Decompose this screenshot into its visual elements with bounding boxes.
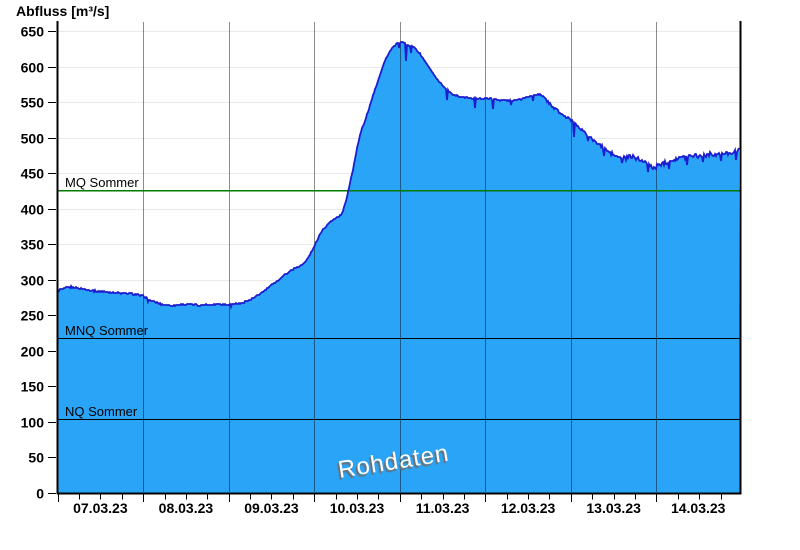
svg-text:200: 200	[21, 344, 45, 360]
svg-text:MQ Sommer: MQ Sommer	[65, 175, 139, 190]
svg-text:650: 650	[21, 24, 45, 40]
svg-text:NQ Sommer: NQ Sommer	[65, 404, 138, 419]
svg-text:11.03.23: 11.03.23	[416, 500, 470, 516]
svg-text:50: 50	[28, 450, 44, 466]
svg-text:500: 500	[21, 131, 45, 147]
svg-text:13.03.23: 13.03.23	[586, 500, 641, 516]
svg-text:600: 600	[21, 60, 45, 76]
svg-text:300: 300	[21, 273, 45, 289]
svg-text:550: 550	[21, 95, 45, 111]
svg-text:250: 250	[21, 308, 45, 324]
svg-text:08.03.23: 08.03.23	[159, 500, 214, 516]
svg-text:350: 350	[21, 237, 45, 253]
svg-text:100: 100	[21, 415, 45, 431]
svg-text:MNQ Sommer: MNQ Sommer	[65, 323, 149, 338]
svg-text:09.03.23: 09.03.23	[244, 500, 299, 516]
svg-text:450: 450	[21, 166, 45, 182]
svg-text:12.03.23: 12.03.23	[501, 500, 556, 516]
chart-title: Abfluss [m³/s]	[16, 3, 110, 19]
svg-text:150: 150	[21, 379, 45, 395]
svg-text:400: 400	[21, 202, 45, 218]
svg-text:0: 0	[36, 486, 44, 502]
svg-text:07.03.23: 07.03.23	[73, 500, 128, 516]
svg-text:14.03.23: 14.03.23	[671, 500, 726, 516]
svg-text:10.03.23: 10.03.23	[330, 500, 385, 516]
